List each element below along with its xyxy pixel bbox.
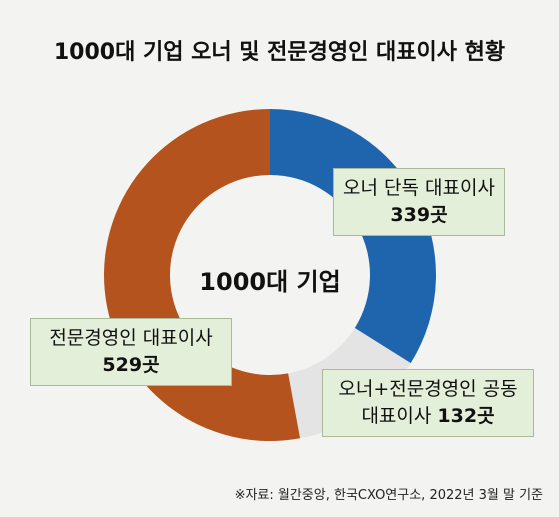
value-label: 339곳 <box>390 204 448 226</box>
annotation-box: 오너 단독 대표이사 339곳 <box>333 168 505 236</box>
category-label: 전문경영인 대표이사 <box>49 327 213 349</box>
chart-title: 1000대 기업 오너 및 전문경영인 대표이사 현황 <box>53 40 506 65</box>
category-label: 오너+전문경영인 공동 대표이사 <box>338 378 518 427</box>
source: ※자료: 월간중앙, 한국CXO연구소, 2022년 3월 말 기준 <box>234 488 543 503</box>
annotation-box: 오너+전문경영인 공동 대표이사 132곳 <box>322 369 534 437</box>
annotation-box: 전문경영인 대표이사 529곳 <box>30 318 232 386</box>
center-label: 1000대 기업 <box>199 268 341 296</box>
value-label: 132곳 <box>437 405 495 427</box>
value-label: 529곳 <box>102 354 160 376</box>
category-label: 오너 단독 대표이사 <box>343 177 495 199</box>
donut-segment <box>270 109 436 364</box>
